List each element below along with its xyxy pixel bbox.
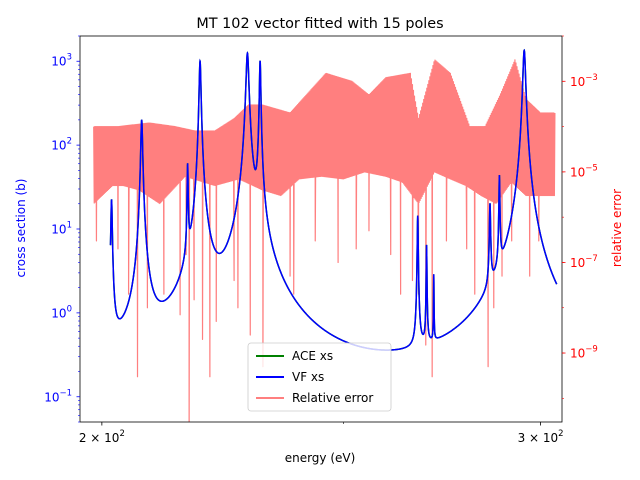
x-axis-label: energy (eV): [285, 451, 356, 465]
y-left-tick-label: 101: [51, 221, 72, 237]
axes: 103 102 101 100 10−1 10−3 10−5 10−7 10−9 2 × 102 3…: [44, 35, 598, 445]
legend-entry-label: VF xs: [292, 370, 324, 384]
y-left-tick-label: 100: [51, 304, 72, 320]
legend-box: [247, 342, 392, 412]
x-tick-label: 2 × 102: [79, 429, 125, 445]
legend-entry-label: ACE xs: [292, 349, 333, 363]
y-axis-right-label: relative error: [610, 189, 624, 267]
y-left-tick-label: 102: [51, 137, 72, 153]
y-right-tick-label: 10−3: [570, 73, 598, 89]
y-left-tick-label: 103: [51, 53, 72, 69]
legend-entry-label: Relative error: [292, 391, 373, 405]
y-left-tick-label: 10−1: [44, 388, 72, 404]
chart-title: MT 102 vector fitted with 15 poles: [196, 16, 443, 32]
y-axis-left-label: cross section (b): [14, 179, 28, 278]
y-right-tick-label: 10−7: [570, 254, 598, 270]
y-right-tick-label: 10−5: [570, 163, 598, 179]
x-tick-label: 3 × 102: [518, 429, 564, 445]
relative-error-line: [93, 59, 556, 422]
y-right-tick-label: 10−9: [570, 345, 598, 361]
legend: ACE xs VF xs Relative error: [247, 342, 392, 412]
